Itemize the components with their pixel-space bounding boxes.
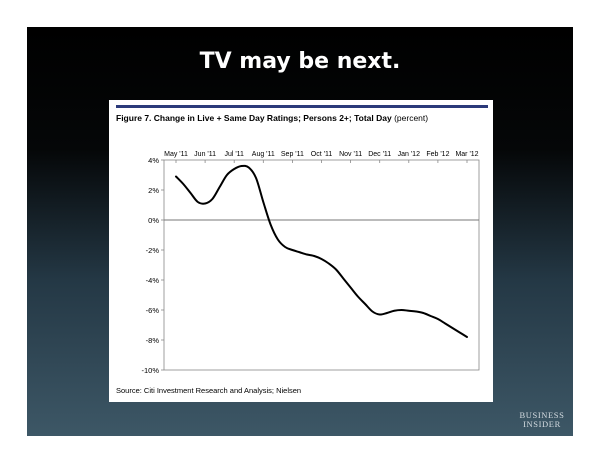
x-tick-label: Feb '12 [426, 151, 449, 158]
figure-caption-unit: (percent) [394, 113, 429, 123]
x-tick-label: Jul '11 [224, 151, 244, 158]
x-tick-label: Jan '12 [398, 151, 420, 158]
x-tick-label: Oct '11 [311, 151, 333, 158]
y-tick-label: 0% [148, 216, 159, 225]
x-tick-label: Jun '11 [194, 151, 216, 158]
series-line [175, 164, 468, 338]
slide: TV may be next. Figure 7. Change in Live… [27, 27, 573, 436]
figure-top-rule [116, 105, 488, 108]
business-insider-logo: BUSINESS INSIDER [514, 411, 570, 429]
figure-card: Figure 7. Change in Live + Same Day Rati… [109, 100, 493, 402]
figure-caption-title: Figure 7. Change in Live + Same Day Rati… [116, 113, 392, 123]
y-tick-label: -4% [146, 276, 160, 285]
figure-caption: Figure 7. Change in Live + Same Day Rati… [116, 113, 492, 123]
y-tick-label: -6% [146, 306, 160, 315]
y-tick-label: 4% [148, 156, 159, 165]
y-tick-label: -8% [146, 336, 160, 345]
y-tick-label: 2% [148, 186, 159, 195]
figure-source: Source: Citi Investment Research and Ana… [116, 386, 302, 395]
y-tick-label: -2% [146, 246, 160, 255]
x-tick-label: Dec '11 [368, 151, 391, 158]
x-tick-label: Nov '11 [339, 151, 362, 158]
x-tick-label: Sep '11 [281, 151, 304, 158]
plot-frame [163, 159, 480, 371]
x-tick-label: May '11 [164, 151, 188, 158]
brand-line-2: INSIDER [523, 419, 561, 429]
x-tick-label: Aug '11 [252, 151, 275, 158]
y-tick-label: -10% [141, 366, 159, 375]
brand-line-1: BUSINESS [519, 410, 565, 420]
x-tick-label: Mar '12 [455, 151, 478, 158]
line-chart: 4% 2% 0% -2% -4% -6% -8% -10% May '11 Jun '11 Jul … [141, 151, 480, 375]
slide-title: TV may be next. [199, 49, 401, 74]
